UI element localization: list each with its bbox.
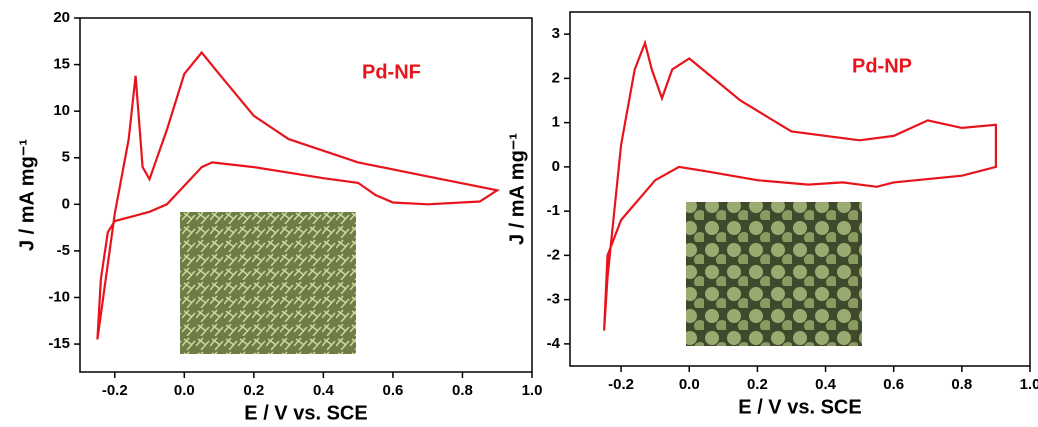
x-tick-label: 0.4 [815, 376, 837, 393]
x-tick-label: 0.2 [747, 376, 768, 393]
x-tick-label: -0.2 [102, 382, 128, 399]
y-tick-label: -1 [547, 202, 560, 219]
y-tick-label: -4 [547, 335, 561, 352]
y-axis-label: J / mA mg⁻¹ [506, 133, 528, 245]
x-tick-label: 1.0 [522, 382, 543, 399]
x-axis-label: E / V vs. SCE [244, 402, 367, 424]
x-tick-label: 0.0 [174, 382, 195, 399]
x-tick-label: 0.6 [382, 382, 403, 399]
y-tick-label: -5 [57, 242, 70, 259]
x-tick-label: 1.0 [1020, 376, 1038, 393]
x-tick-label: 0.8 [452, 382, 473, 399]
x-tick-label: 0.8 [951, 376, 972, 393]
y-tick-label: -10 [48, 288, 70, 305]
y-tick-label: -2 [547, 246, 560, 263]
panel-label: Pd-NP [852, 55, 912, 77]
x-tick-label: 0.0 [679, 376, 700, 393]
y-tick-label: 5 [62, 149, 70, 166]
y-tick-label: 10 [53, 102, 70, 119]
sem-inset [686, 202, 862, 346]
plot-frame [569, 11, 1031, 367]
x-axis-label: E / V vs. SCE [738, 396, 861, 418]
y-tick-label: 1 [552, 114, 560, 131]
y-tick-label: 2 [552, 69, 560, 86]
panel-label: Pd-NF [362, 61, 421, 83]
cv-curve [603, 39, 997, 331]
y-tick-label: -15 [48, 335, 70, 352]
sem-inset [180, 212, 356, 354]
y-tick-label: 15 [53, 56, 70, 73]
y-tick-label: 20 [53, 9, 70, 26]
y-tick-label: 0 [552, 158, 560, 175]
y-axis-label: J / mA mg⁻¹ [16, 139, 38, 251]
y-tick-label: 3 [552, 25, 560, 42]
y-tick-label: 0 [62, 195, 70, 212]
x-tick-label: 0.6 [883, 376, 904, 393]
x-tick-label: 0.4 [313, 382, 335, 399]
x-tick-label: 0.2 [243, 382, 264, 399]
x-tick-label: -0.2 [608, 376, 634, 393]
plot-frame [79, 17, 533, 373]
cv-curve [96, 50, 501, 340]
y-tick-label: -3 [547, 291, 560, 308]
